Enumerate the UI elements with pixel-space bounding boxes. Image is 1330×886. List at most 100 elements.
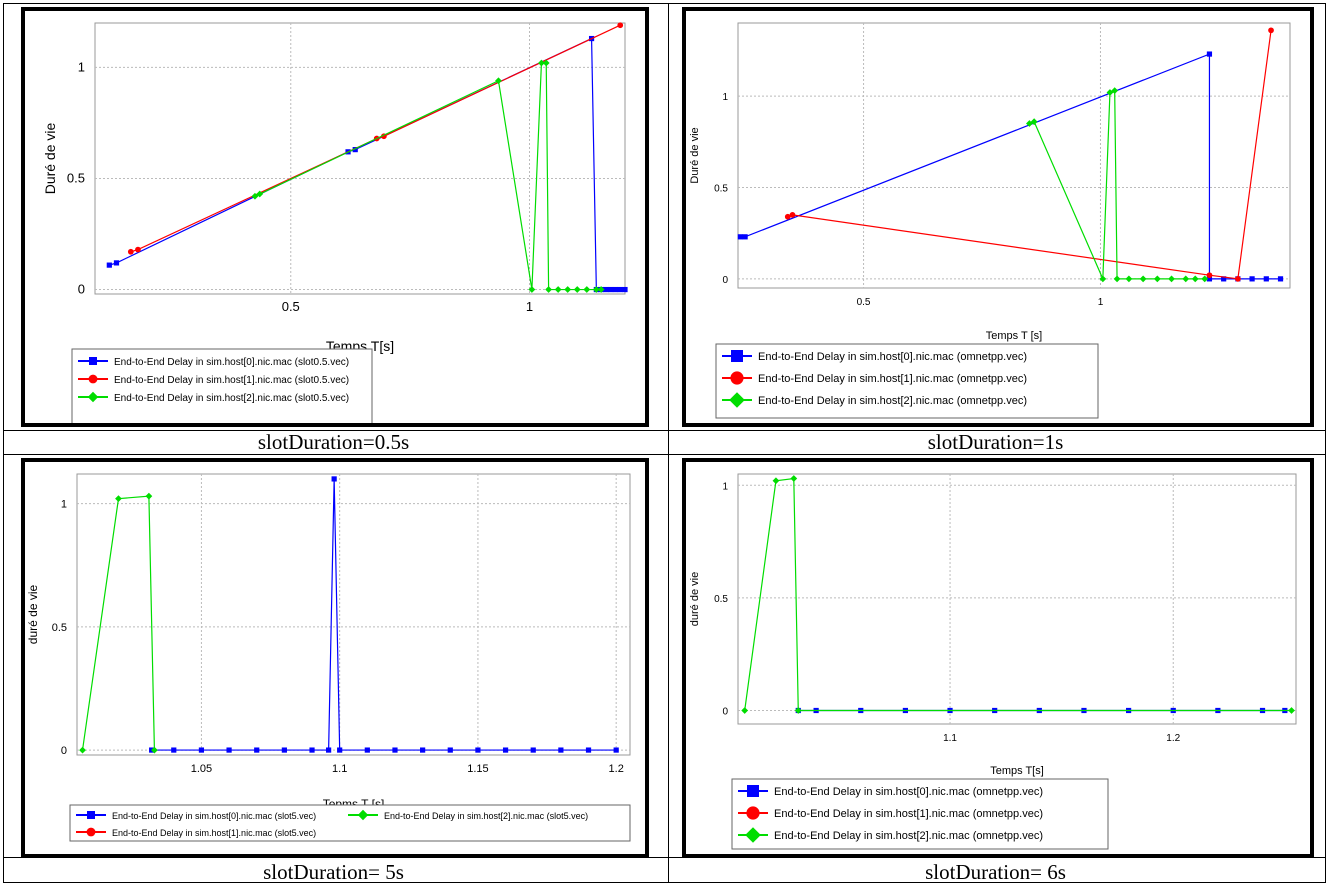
legend-entry: End-to-End Delay in sim.host[2].nic.mac …: [348, 809, 588, 821]
data-point: [1249, 276, 1255, 282]
data-point: [502, 747, 509, 753]
legend-label: End-to-End Delay in sim.host[1].nic.mac …: [758, 373, 1027, 385]
data-point: [171, 747, 177, 753]
legend-entry: End-to-End Delay in sim.host[1].nic.mac …: [738, 806, 1043, 820]
data-point: [151, 746, 158, 754]
data-point: [564, 286, 572, 293]
data-point: [127, 248, 134, 255]
y-tick-label: 1: [722, 92, 728, 103]
series-2: [251, 59, 605, 293]
caption-divider-top: [3, 430, 1326, 431]
data-point: [772, 477, 780, 485]
data-point: [794, 707, 802, 714]
caption-divider-bottom: [3, 857, 1326, 858]
plot-area: [737, 473, 1297, 725]
legend-box: [715, 343, 1099, 419]
data-point: [1201, 275, 1209, 283]
x-tick-label: 1.1: [332, 763, 347, 775]
data-point: [530, 747, 536, 753]
data-point: [742, 234, 748, 240]
legend-marker: [88, 374, 98, 384]
series-2: [79, 492, 158, 754]
series-line: [151, 478, 617, 751]
legend-marker: [86, 827, 96, 837]
legend-label: End-to-End Delay in sim.host[2].nic.mac …: [774, 830, 1043, 842]
data-point: [1206, 276, 1213, 282]
data-point: [1026, 120, 1033, 127]
legend-marker: [87, 391, 99, 403]
series-2: [741, 475, 1295, 714]
legend-marker: [731, 350, 743, 362]
data-point: [392, 747, 398, 753]
data-point: [447, 747, 453, 753]
data-point: [115, 495, 122, 503]
legend-entry: End-to-End Delay in sim.host[0].nic.mac …: [78, 357, 349, 368]
data-point: [558, 747, 564, 753]
x-axis-label: Temps T[s]: [990, 765, 1044, 777]
data-point: [1221, 276, 1227, 282]
legend-entry: End-to-End Delay in sim.host[2].nic.mac …: [78, 391, 349, 404]
data-point: [597, 286, 605, 293]
legend-entry: End-to-End Delay in sim.host[1].nic.mac …: [78, 374, 349, 386]
legend-box: [71, 348, 373, 426]
data-point: [612, 286, 619, 293]
x-tick-label: 1: [526, 299, 533, 314]
data-point: [1268, 27, 1274, 34]
y-tick-label: 0: [61, 745, 67, 757]
x-tick-label: 1.2: [609, 763, 624, 775]
x-tick-label: 1.15: [467, 763, 488, 775]
legend-label: End-to-End Delay in sim.host[1].nic.mac …: [112, 828, 316, 838]
data-point: [613, 747, 619, 753]
data-point: [420, 747, 426, 753]
plot-area: [94, 22, 626, 295]
data-point: [538, 59, 545, 67]
chart-slot-1: 0.5 1 0 0.5 1 Temps T [s] Duré de vie End-to-En…: [689, 22, 1291, 419]
x-tick-label: 0.5: [857, 297, 871, 308]
legend-marker: [87, 811, 95, 819]
chart-panel-slot-0-5: 0.5 1 0 0.5 1 Temps T[s] Duré de vie End-to-End…: [21, 7, 649, 427]
y-tick-label: 1: [78, 59, 85, 74]
data-point: [495, 77, 502, 85]
data-point: [617, 22, 624, 29]
chart-panel-slot-1: 0.5 1 0 0.5 1 Temps T [s] Duré de vie End-to-En…: [682, 7, 1314, 427]
data-point: [113, 260, 120, 266]
legend-marker: [89, 357, 97, 365]
caption-slot-0-5: slotDuration=0.5s: [257, 430, 410, 454]
data-point: [198, 747, 205, 753]
data-point: [737, 234, 743, 240]
data-point: [364, 747, 370, 753]
series-1: [784, 27, 1274, 282]
caption-slot-6: slotDuration= 6s: [925, 860, 1066, 884]
table-divider-horizontal: [4, 454, 1325, 455]
legend-label: End-to-End Delay in sim.host[0].nic.mac …: [114, 357, 349, 368]
chart-slot-6: 1.1 1.2 0 0.5 1 Temps T[s] duré de vie End-to-E…: [689, 473, 1297, 850]
legend-entry: End-to-End Delay in sim.host[2].nic.mac …: [722, 392, 1027, 408]
data-point: [1206, 272, 1213, 279]
data-point: [226, 747, 232, 753]
data-point: [603, 286, 609, 293]
caption-slot-1: slotDuration=1s: [927, 430, 1064, 454]
legend-label: End-to-End Delay in sim.host[0].nic.mac …: [758, 351, 1027, 363]
data-point: [545, 286, 552, 293]
data-point: [337, 747, 343, 753]
chart-panel-slot-5: 1.05 1.1 1.15 1.2 0 0.5 1 Tepms T [s] duré de vi…: [21, 458, 649, 858]
legend-label: End-to-End Delay in sim.host[0].nic.mac …: [774, 786, 1043, 798]
data-point: [573, 286, 581, 293]
legend-entry: End-to-End Delay in sim.host[0].nic.mac …: [76, 811, 316, 821]
data-point: [254, 747, 260, 753]
data-point: [475, 747, 481, 753]
data-point: [352, 147, 358, 153]
data-point: [585, 747, 592, 753]
data-point: [1206, 51, 1213, 57]
x-tick-label: 1.2: [1166, 733, 1180, 744]
legend-marker: [357, 809, 369, 821]
data-point: [608, 286, 614, 293]
data-point: [583, 286, 591, 293]
data-point: [309, 747, 315, 753]
legend-label: End-to-End Delay in sim.host[1].nic.mac …: [114, 375, 349, 386]
data-point: [281, 747, 287, 753]
y-axis-label: Duré de vie: [689, 127, 701, 183]
data-point: [542, 59, 550, 67]
